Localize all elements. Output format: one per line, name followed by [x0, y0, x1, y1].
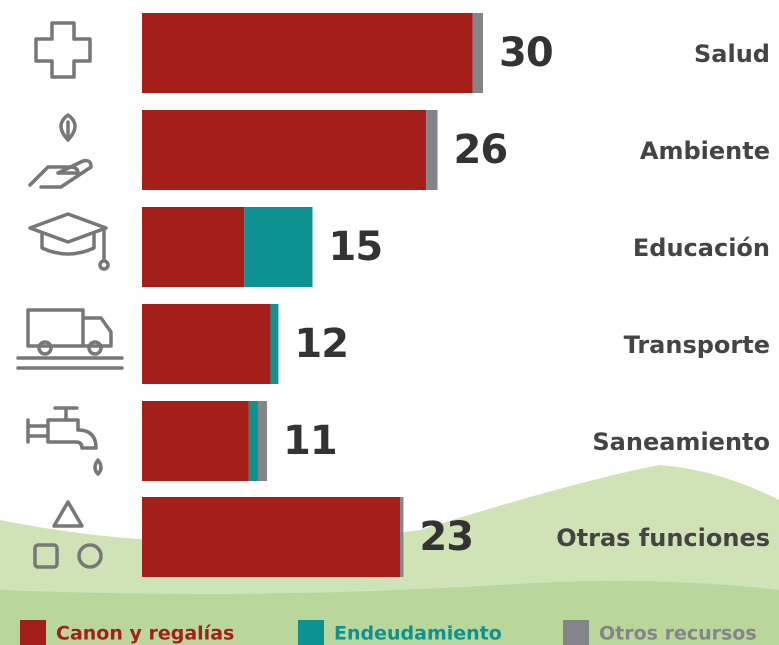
bar-segment: [400, 497, 403, 577]
value-label: 23: [419, 514, 473, 560]
bar-segment: [270, 304, 278, 384]
category-label: Educación: [633, 234, 770, 262]
legend-swatch: [563, 620, 589, 645]
category-label: Transporte: [624, 331, 770, 359]
legend-swatch: [298, 620, 324, 645]
bar-segment: [473, 13, 483, 93]
bar-segment: [426, 110, 437, 190]
value-label: 12: [294, 321, 348, 367]
legend-label: Endeudamiento: [334, 623, 502, 645]
value-label: 11: [283, 418, 337, 464]
value-label: 15: [329, 224, 383, 270]
category-label: Saneamiento: [592, 428, 770, 456]
category-label: Otras funciones: [556, 524, 770, 552]
chart: 30 Salud 26 Ambiente 15 Educación 12 Transporte…: [0, 0, 779, 645]
legend-swatch: [20, 620, 46, 645]
bar-segment: [142, 401, 249, 481]
bar-segment: [142, 497, 400, 577]
value-label: 30: [499, 30, 553, 76]
bar-segment: [142, 207, 244, 287]
bar-segment: [142, 304, 270, 384]
category-label: Ambiente: [640, 137, 770, 165]
bar-segment: [142, 13, 473, 93]
value-label: 26: [454, 127, 508, 173]
bar-segment: [244, 207, 312, 287]
legend-label: Canon y regalías: [56, 623, 234, 645]
legend-label: Otros recursos: [599, 623, 757, 645]
bar-segment: [142, 110, 426, 190]
bar-segment: [258, 401, 267, 481]
category-label: Salud: [694, 40, 770, 68]
bar-segment: [249, 401, 258, 481]
